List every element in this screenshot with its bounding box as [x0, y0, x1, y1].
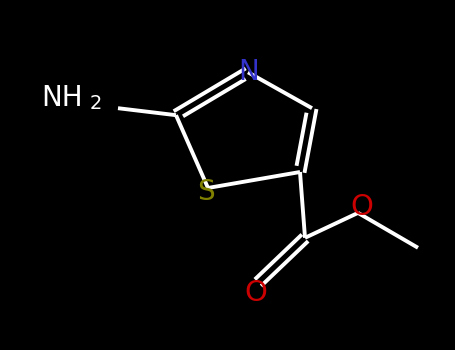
Text: NH: NH — [41, 84, 83, 112]
Text: O: O — [350, 194, 373, 222]
Text: 2: 2 — [90, 94, 102, 113]
Text: S: S — [197, 177, 215, 205]
Text: N: N — [238, 58, 259, 86]
Text: O: O — [244, 279, 267, 307]
